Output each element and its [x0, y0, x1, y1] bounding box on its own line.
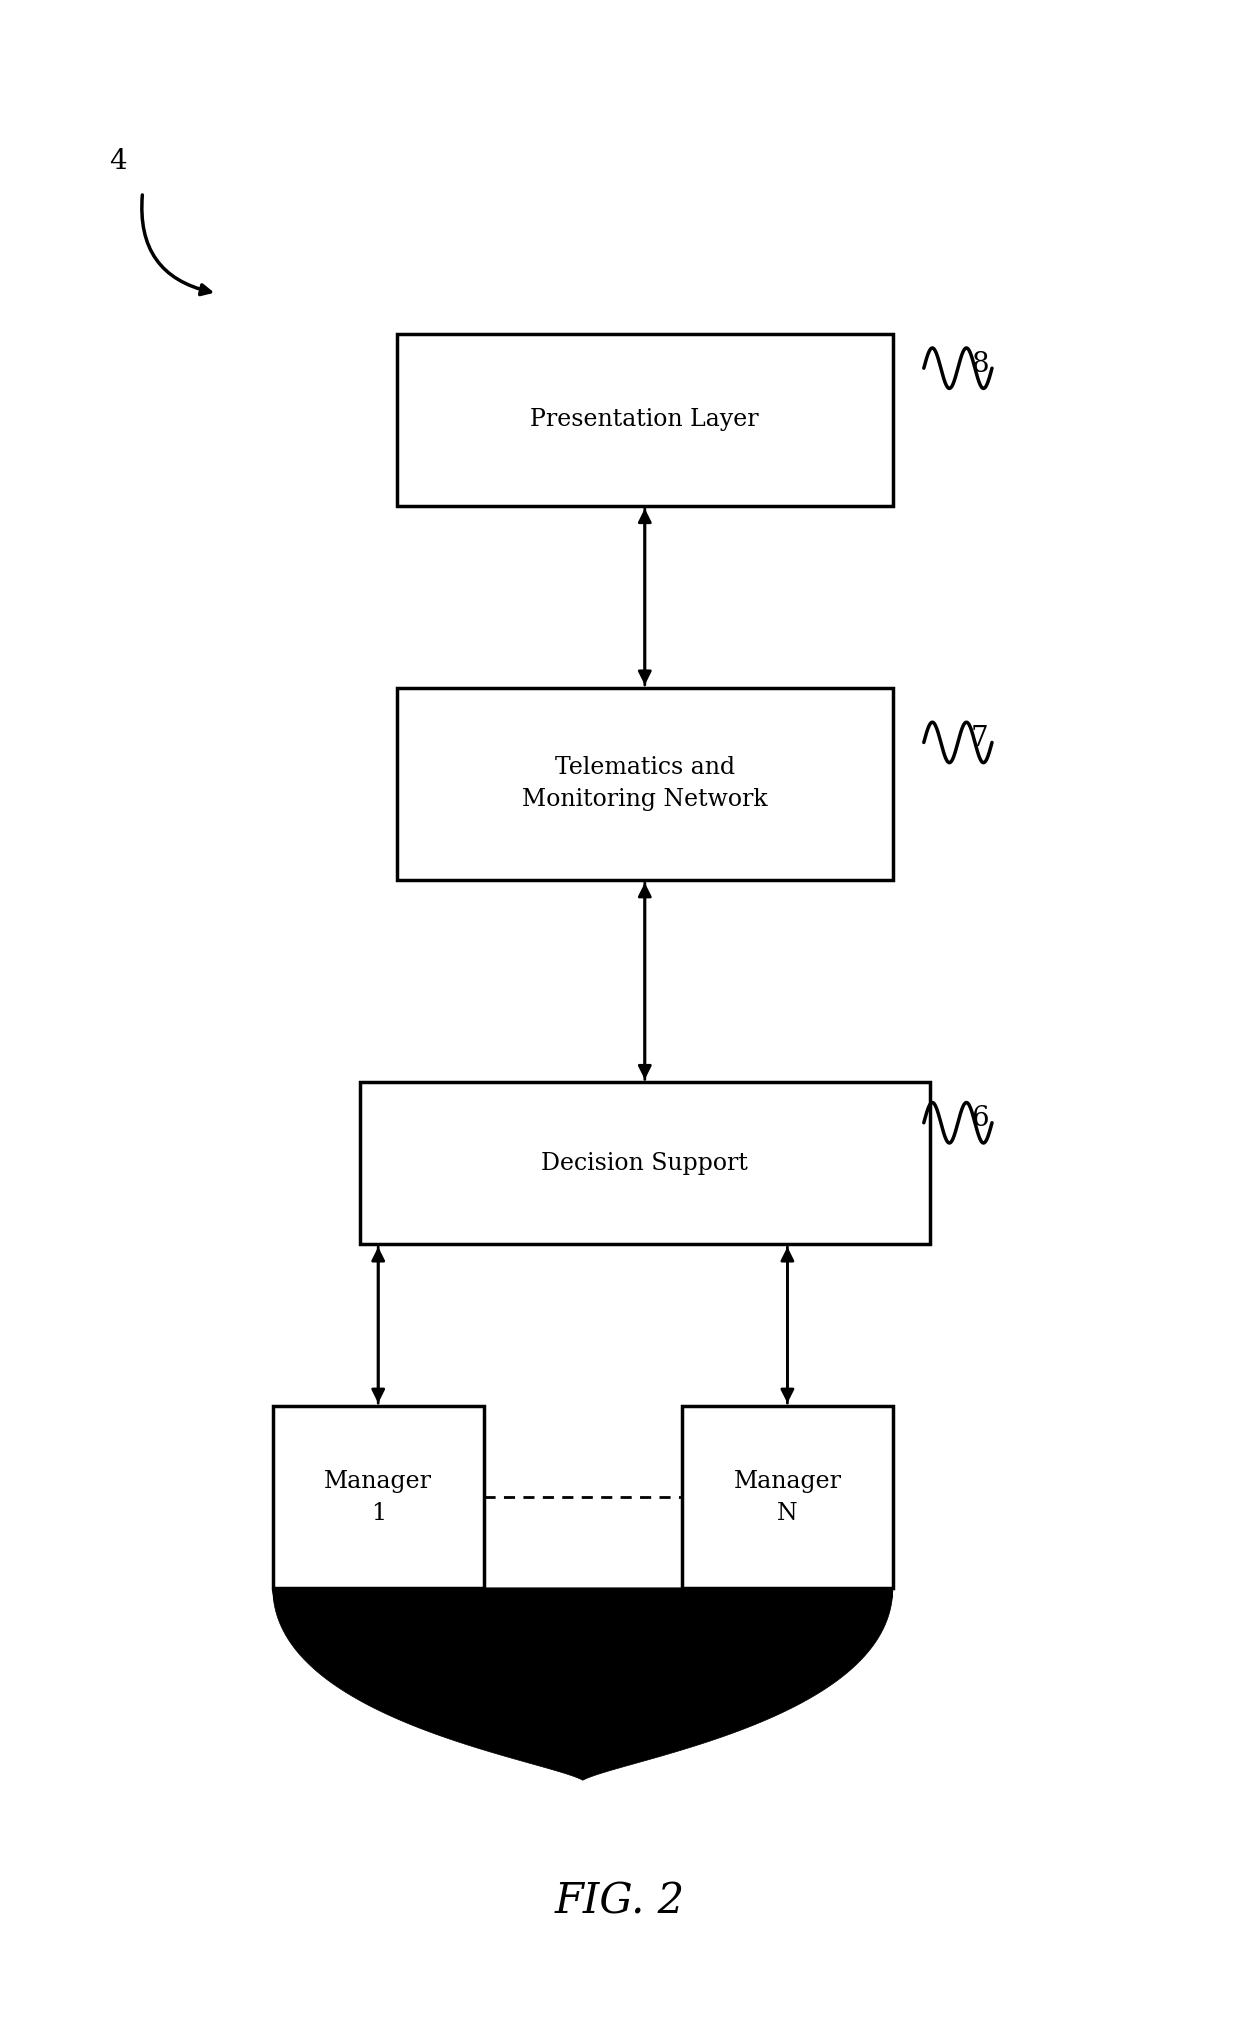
- Bar: [682, 1406, 893, 1588]
- Bar: [397, 688, 893, 880]
- Text: FIG. 2: FIG. 2: [556, 1881, 684, 1922]
- Text: 5: 5: [636, 1736, 653, 1764]
- Polygon shape: [273, 1588, 893, 1780]
- Bar: [397, 334, 893, 506]
- Text: Decision Support: Decision Support: [542, 1151, 748, 1175]
- Text: 6: 6: [971, 1105, 988, 1133]
- Text: 7: 7: [971, 724, 988, 753]
- Text: 8: 8: [971, 350, 988, 378]
- Text: Manager
N: Manager N: [733, 1469, 842, 1525]
- Text: Presentation Layer: Presentation Layer: [531, 409, 759, 431]
- Bar: [360, 1082, 930, 1244]
- Text: Telematics and
Monitoring Network: Telematics and Monitoring Network: [522, 757, 768, 811]
- Text: 4: 4: [109, 148, 126, 176]
- Bar: [273, 1406, 484, 1588]
- Text: Manager
1: Manager 1: [324, 1469, 433, 1525]
